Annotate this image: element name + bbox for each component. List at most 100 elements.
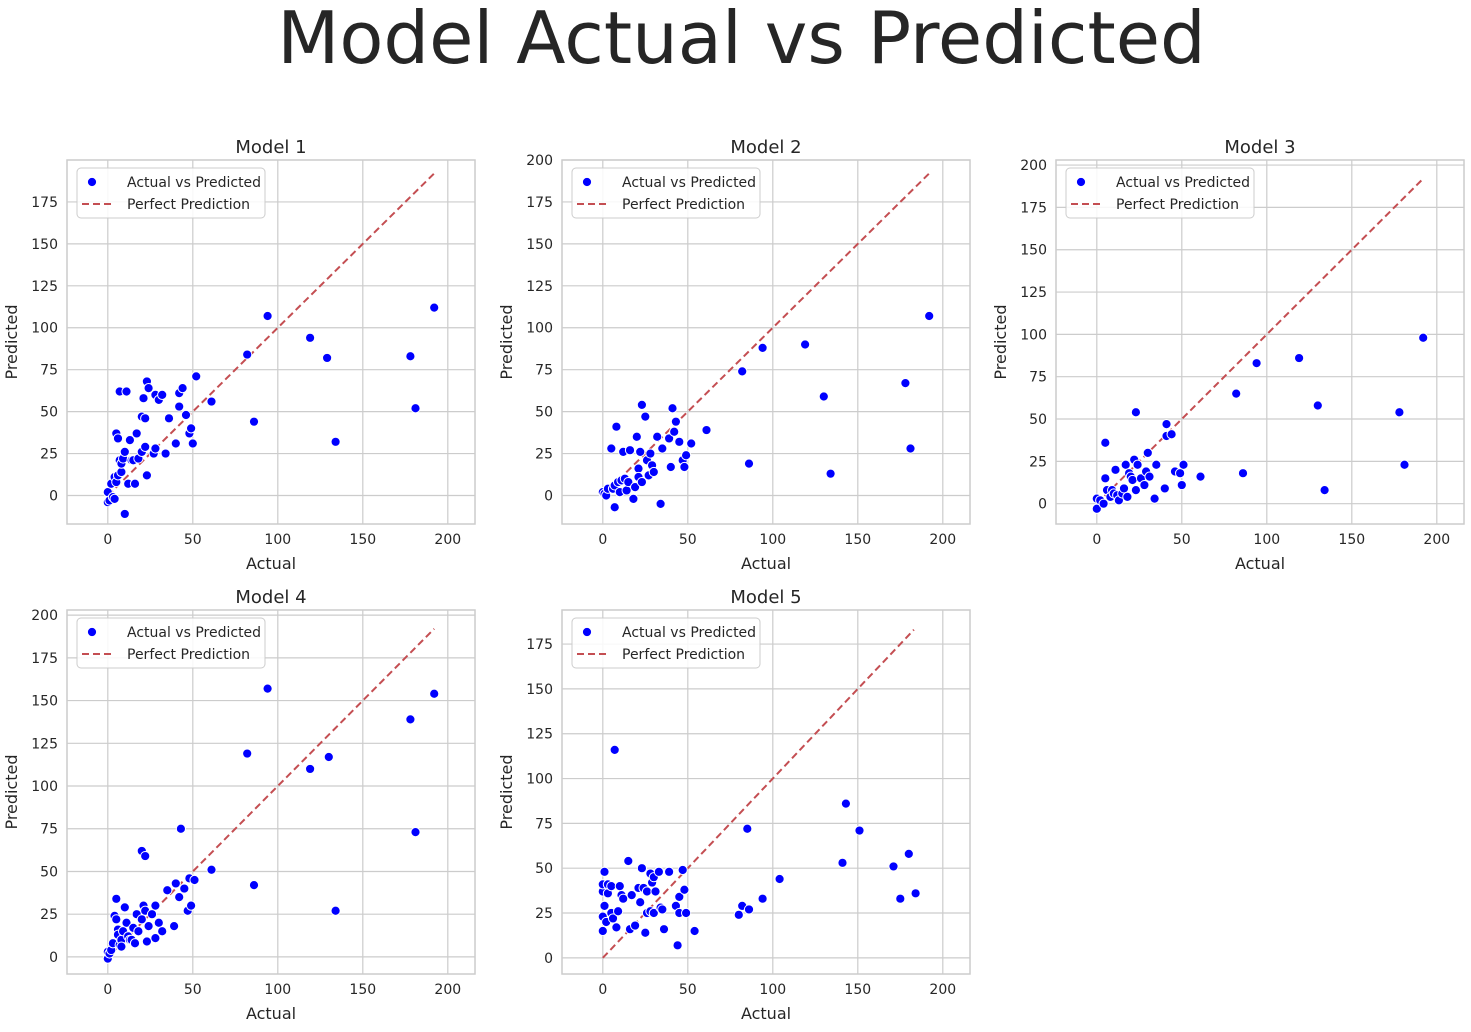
data-point <box>322 352 333 364</box>
data-point <box>665 461 676 473</box>
x-tick-label: 50 <box>679 982 697 998</box>
data-point <box>648 466 659 478</box>
data-point <box>900 377 911 389</box>
x-tick-label: 100 <box>1253 532 1280 548</box>
data-point <box>186 900 197 911</box>
y-tick-label: 50 <box>40 864 58 880</box>
y-tick-label: 50 <box>535 861 553 877</box>
data-point <box>1091 503 1102 514</box>
data-point <box>305 332 316 343</box>
data-point <box>1144 471 1155 482</box>
y-tick-label: 150 <box>31 694 58 710</box>
x-axis-label: Actual <box>741 1004 791 1023</box>
data-point <box>180 409 192 421</box>
data-point <box>163 413 175 424</box>
y-tick-label: 0 <box>544 488 553 504</box>
data-point <box>129 478 141 489</box>
data-point <box>1118 483 1130 494</box>
data-point <box>624 445 636 456</box>
data-point <box>655 498 666 509</box>
data-point <box>681 907 692 919</box>
x-tick-label: 50 <box>184 982 202 998</box>
data-point <box>652 431 663 442</box>
y-tick-label: 50 <box>1029 412 1047 428</box>
data-point <box>635 446 646 457</box>
data-point <box>657 443 668 454</box>
y-tick-label: 100 <box>31 779 58 795</box>
data-point <box>410 827 421 838</box>
data-point <box>1399 459 1410 470</box>
data-point <box>924 310 935 322</box>
data-point <box>636 476 648 488</box>
data-point <box>248 416 260 427</box>
data-point <box>667 403 678 414</box>
data-point <box>742 823 753 834</box>
x-tick-label: 150 <box>349 532 376 548</box>
x-axis-label: Actual <box>246 554 296 573</box>
data-point <box>679 461 690 473</box>
data-point <box>757 893 768 904</box>
data-point <box>174 401 185 412</box>
data-point <box>429 688 440 699</box>
data-point <box>681 450 692 461</box>
data-point <box>330 436 341 447</box>
x-tick-label: 100 <box>759 532 786 548</box>
data-point <box>1098 498 1109 509</box>
legend-line-label: Perfect Prediction <box>622 197 745 213</box>
data-point <box>905 443 916 454</box>
data-point <box>1151 459 1162 470</box>
data-point <box>119 508 130 520</box>
data-point <box>157 926 168 937</box>
data-point <box>1319 485 1330 496</box>
legend-box <box>571 167 761 219</box>
data-point <box>248 880 260 891</box>
data-point <box>153 917 164 928</box>
y-tick-label: 125 <box>31 736 58 752</box>
data-point <box>609 744 620 755</box>
x-axis-label: Actual <box>1235 554 1285 573</box>
data-point <box>143 383 154 394</box>
data-point <box>150 443 161 454</box>
data-point <box>262 310 273 322</box>
data-point <box>607 913 619 924</box>
plot-frame <box>1055 159 1465 525</box>
data-point <box>611 922 622 933</box>
data-point <box>743 458 755 469</box>
data-point <box>1231 388 1242 399</box>
data-point <box>599 866 610 877</box>
data-point <box>1161 419 1172 430</box>
data-point <box>174 891 185 903</box>
legend-line-label: Perfect Prediction <box>622 647 745 663</box>
data-point <box>136 914 147 925</box>
data-point <box>121 917 132 928</box>
data-point <box>800 339 811 350</box>
legend-box <box>76 617 266 669</box>
data-point <box>262 683 273 694</box>
data-point <box>111 914 122 925</box>
subplot-5: 0 50 100 150 200 0 25 50 75 100 125 150 175 Actual Pre… <box>497 587 971 1023</box>
data-point <box>175 823 186 834</box>
data-point <box>410 403 421 414</box>
perfect-prediction-line <box>602 172 930 497</box>
x-tick-label: 100 <box>264 532 291 548</box>
data-point <box>677 864 688 876</box>
figure-title: Model Actual vs Predicted <box>277 0 1206 80</box>
y-axis-label: Predicted <box>497 304 516 379</box>
plot-frame <box>66 609 476 975</box>
y-tick-label: 150 <box>1020 243 1047 259</box>
data-point <box>1166 429 1177 440</box>
x-tick-label: 100 <box>264 982 291 998</box>
data-point <box>609 502 620 513</box>
data-point <box>186 423 197 434</box>
legend-scatter-label: Actual vs Predicted <box>1116 175 1250 191</box>
data-point <box>689 925 700 937</box>
data-point <box>116 941 127 952</box>
data-point <box>141 936 152 947</box>
data-point <box>1312 400 1323 411</box>
data-point <box>599 900 610 911</box>
x-axis-label: Actual <box>741 554 791 573</box>
data-point <box>701 424 712 436</box>
data-point <box>150 933 161 944</box>
data-point <box>674 891 685 902</box>
